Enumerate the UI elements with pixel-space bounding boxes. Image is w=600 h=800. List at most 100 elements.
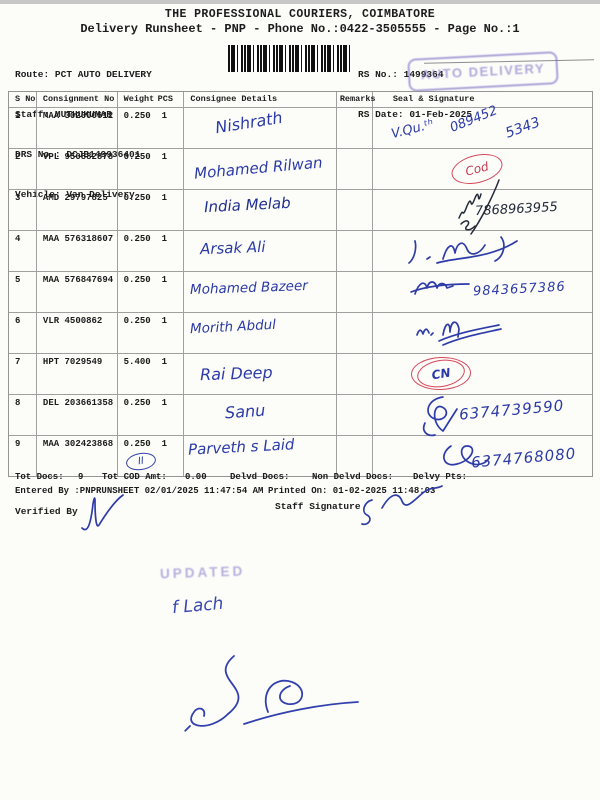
seal-cell: 6374768080 bbox=[373, 436, 592, 476]
cn-mark: CN bbox=[430, 365, 452, 382]
ink-signature bbox=[415, 321, 502, 346]
table-row: 8 DEL 203661358 0.250 1 Sanu 6374739590 bbox=[9, 394, 592, 437]
staff-signature-label: Staff Signature bbox=[275, 501, 361, 512]
remarks-cell bbox=[337, 149, 373, 189]
scan-edge bbox=[0, 0, 600, 4]
ink-signature bbox=[407, 236, 518, 264]
consignee-cell: Mohamed Rilwan bbox=[184, 149, 337, 189]
seal-cell: V.Qu.ᵗʰ 089452 5343 bbox=[373, 103, 592, 148]
weight-pcs-cell: 0.250 1 bbox=[118, 190, 185, 230]
consignment-cell: MAA 302000612 bbox=[37, 108, 118, 148]
updated-stamp: UPDATED bbox=[159, 563, 246, 582]
verified-by-label: Verified By bbox=[15, 506, 78, 517]
weight-value: 5.400 bbox=[123, 357, 151, 367]
rs-no-value: 1499364 bbox=[403, 68, 444, 80]
seal-cell: 9843657386 bbox=[373, 272, 592, 312]
header-consignee: Consignee Details bbox=[184, 92, 337, 107]
consignee-handwriting: Mohamed Bazeer bbox=[190, 277, 309, 299]
ink-signature bbox=[458, 179, 500, 235]
tot-cod-value: 0.00 bbox=[185, 472, 207, 482]
table-row: 7 HPT 7029549 5.400 1 Rai Deep CN bbox=[9, 353, 592, 394]
remarks-cell bbox=[337, 354, 373, 394]
seal-cell: 7868963955 bbox=[373, 179, 592, 235]
company-title: THE PROFESSIONAL COURIERS, COIMBATORE bbox=[164, 8, 436, 21]
ink-signature bbox=[409, 281, 470, 295]
consignment-cell: HPT 7029549 bbox=[37, 354, 118, 394]
circled-annotation: II bbox=[124, 450, 157, 473]
pcs-value: 1 bbox=[161, 357, 168, 367]
phone-handwriting: 7868963955 bbox=[474, 199, 558, 220]
consignee-handwriting: Parveth s Laid bbox=[188, 435, 296, 459]
consignee-cell: Sanu bbox=[184, 395, 337, 435]
table-header-row: S No Consignment No Weight PCS Consignee… bbox=[9, 92, 592, 107]
sno-cell: 3 bbox=[9, 190, 37, 230]
phone-handwriting: 089452 bbox=[447, 103, 500, 136]
printed-on-line: Printed On: 01-02-2025 11:48:03 bbox=[268, 486, 436, 496]
tot-docs-value: 9 bbox=[78, 472, 84, 482]
route-line: Route: PCT AUTO DELIVERY bbox=[15, 68, 152, 81]
table-row: 9 MAA 302423868 0.250 1 II Parveth s Lai… bbox=[9, 435, 592, 476]
sno-cell: 2 bbox=[9, 149, 37, 189]
weight-pcs-cell: 5.400 1 bbox=[118, 354, 185, 394]
remarks-cell bbox=[337, 436, 373, 476]
ink-signature bbox=[442, 445, 490, 466]
auto-delivery-stamp-text: AUTO DELIVERY bbox=[420, 60, 546, 83]
delvd-docs-label: Delvd Docs: bbox=[230, 472, 290, 482]
entered-by-line: Entered By :PNPRUNSHEET 02/01/2025 11:47… bbox=[15, 486, 264, 496]
pcs-value: 1 bbox=[161, 439, 168, 449]
consignment-cell: VLR 4500862 bbox=[37, 313, 118, 353]
consignee-handwriting: Sanu bbox=[224, 400, 267, 423]
totals-line: Tot Docs: 9 Tot COD Amt: 0.00 Delvd Docs… bbox=[0, 472, 600, 484]
weight-pcs-cell: 0.250 1 bbox=[118, 231, 185, 271]
auto-delivery-stamp: AUTO DELIVERY bbox=[407, 51, 559, 92]
sno-cell: 8 bbox=[9, 395, 37, 435]
table-row: 5 MAA 576847694 0.250 1 Mohamed Bazeer 9… bbox=[9, 271, 592, 312]
consignee-cell: Nishrath bbox=[184, 107, 337, 148]
table-row: 3 AMD 29797825 0.250 1 India Melab 78689… bbox=[9, 179, 592, 235]
table-row: 2 VPL 950882878 0.250 1 Mohamed Rilwan C… bbox=[9, 148, 592, 189]
remarks-cell bbox=[337, 313, 373, 353]
route-value: PCT AUTO DELIVERY bbox=[54, 68, 152, 80]
large-bottom-signature bbox=[184, 655, 359, 732]
header-remarks: Remarks bbox=[337, 92, 376, 107]
weight-pcs-cell: 0.250 1 bbox=[118, 149, 185, 189]
remarks-cell bbox=[337, 272, 373, 312]
phone-handwriting: 6374739590 bbox=[458, 396, 565, 424]
pcs-value: 1 bbox=[161, 152, 168, 162]
annotation-text: II bbox=[136, 455, 145, 468]
consignee-cell: Rai Deep bbox=[184, 354, 337, 394]
sno-cell: 1 bbox=[9, 108, 37, 148]
consignee-cell: Parveth s Laid bbox=[184, 435, 337, 476]
staff-line: Staff: MUTHUKUMAR bbox=[15, 108, 152, 121]
sno-cell: 9 bbox=[9, 436, 37, 476]
rs-date-line: RS Date: 01-Feb-2025 bbox=[358, 108, 472, 121]
sno-cell: 5 bbox=[9, 272, 37, 312]
cn-stamp-oval: CN bbox=[414, 356, 467, 391]
weight-value: 0.250 bbox=[123, 111, 151, 121]
consignment-cell: DEL 203661358 bbox=[37, 395, 118, 435]
weight-value: 0.250 bbox=[123, 234, 151, 244]
runsheet-table: S No Consignment No Weight PCS Consignee… bbox=[8, 91, 593, 477]
consignee-cell: India Melab bbox=[184, 190, 337, 230]
barcode bbox=[228, 45, 350, 72]
signature-handwriting: V.Qu.ᵗʰ bbox=[389, 117, 436, 142]
rs-no-label: RS No.: bbox=[358, 68, 398, 80]
weight-pcs-cell: 0.250 1 bbox=[118, 108, 185, 148]
consignee-cell: Mohamed Bazeer bbox=[184, 272, 337, 312]
weight-value: 0.250 bbox=[123, 398, 151, 408]
staff-label: Staff: bbox=[15, 109, 50, 121]
consignment-cell: MAA 576318607 bbox=[37, 231, 118, 271]
header-seal: Seal & Signature bbox=[392, 94, 475, 104]
remarks-cell bbox=[337, 190, 373, 230]
drs-value: DCJB149936401 bbox=[66, 149, 141, 161]
route-info-block: Route: PCT AUTO DELIVERY Staff: MUTHUKUM… bbox=[15, 41, 152, 229]
seal-cell: 6374739590 bbox=[373, 395, 592, 437]
handwritten-note: f Lach bbox=[171, 593, 225, 619]
consignee-handwriting: Nishrath bbox=[214, 107, 285, 138]
header-weight: Weight bbox=[123, 94, 155, 104]
drs-label: DRS No.: bbox=[15, 149, 61, 161]
rs-date-label: RS Date: bbox=[358, 109, 404, 121]
consignment-cell: MAA 576847694 bbox=[37, 272, 118, 312]
phone-handwriting: 5343 bbox=[503, 114, 543, 142]
